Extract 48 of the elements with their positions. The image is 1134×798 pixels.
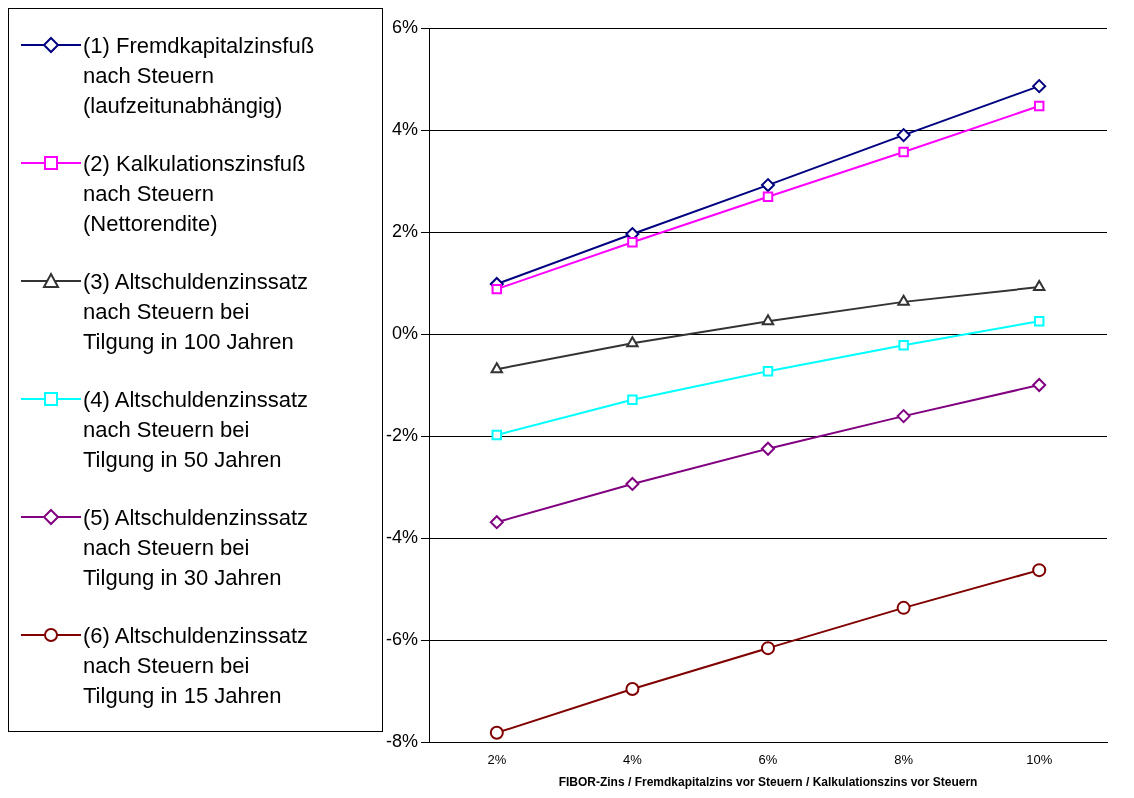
y-tick-label: -2% xyxy=(385,424,419,445)
point xyxy=(1032,378,1047,392)
y-tick-label: -8% xyxy=(385,730,419,751)
point xyxy=(490,362,504,374)
y-tick-label: 2% xyxy=(391,220,419,241)
point xyxy=(761,314,775,326)
y-tick-label: -4% xyxy=(385,526,419,547)
point xyxy=(625,681,640,696)
legend-label: (1) Fremdkapitalzinsfuß nach Steuern (laufzeitunabhängig) xyxy=(83,32,316,120)
point xyxy=(627,236,638,248)
y-tick-label: 4% xyxy=(391,118,419,139)
point xyxy=(762,365,774,377)
legend-label: (5) Altschuldenzinssatz nach Steuern bei Tilgung in 30 Jahren xyxy=(83,504,309,592)
point xyxy=(1033,280,1046,292)
y-tick-label: -6% xyxy=(385,628,419,649)
point xyxy=(896,128,911,143)
point xyxy=(626,336,639,348)
x-tick-label: 8% xyxy=(894,752,914,768)
point xyxy=(898,146,909,158)
x-tick-label: 4% xyxy=(623,752,643,768)
y-tick-label: 6% xyxy=(391,16,419,37)
point xyxy=(1032,79,1047,94)
point xyxy=(896,409,911,424)
legend-label: (3) Altschuldenzinssatz nach Steuern bei Tilgung in 100 Jahren xyxy=(83,268,309,356)
point xyxy=(761,641,776,656)
x-tick-label: 6% xyxy=(758,752,778,768)
point xyxy=(1033,316,1045,327)
legend-label: (4) Altschuldenzinssatz nach Steuern bei Tilgung in 50 Jahren xyxy=(83,386,309,474)
point xyxy=(489,725,504,740)
point xyxy=(491,429,503,441)
x-tick-label: 2% xyxy=(487,752,507,768)
point xyxy=(627,394,638,406)
point xyxy=(491,283,503,295)
point xyxy=(898,339,909,351)
x-tick-label: 10% xyxy=(1026,752,1053,768)
point xyxy=(1032,563,1047,578)
y-tick-label: 0% xyxy=(391,322,419,343)
point xyxy=(489,515,504,530)
point xyxy=(1033,100,1045,112)
legend-label: (6) Altschuldenzinssatz nach Steuern bei Tilgung in 15 Jahren xyxy=(83,622,309,710)
point xyxy=(897,294,910,306)
point xyxy=(625,476,640,491)
legend-label: (2) Kalkulationszinsfuß nach Steuern (Nettorendite) xyxy=(83,150,307,238)
point xyxy=(762,191,774,203)
point xyxy=(761,441,776,456)
x-axis-title: FIBOR-Zins / Fremdkapitalzins vor Steuern / Kalkulationszins vor Steuern xyxy=(558,775,978,790)
point xyxy=(896,600,911,615)
point xyxy=(761,178,776,193)
